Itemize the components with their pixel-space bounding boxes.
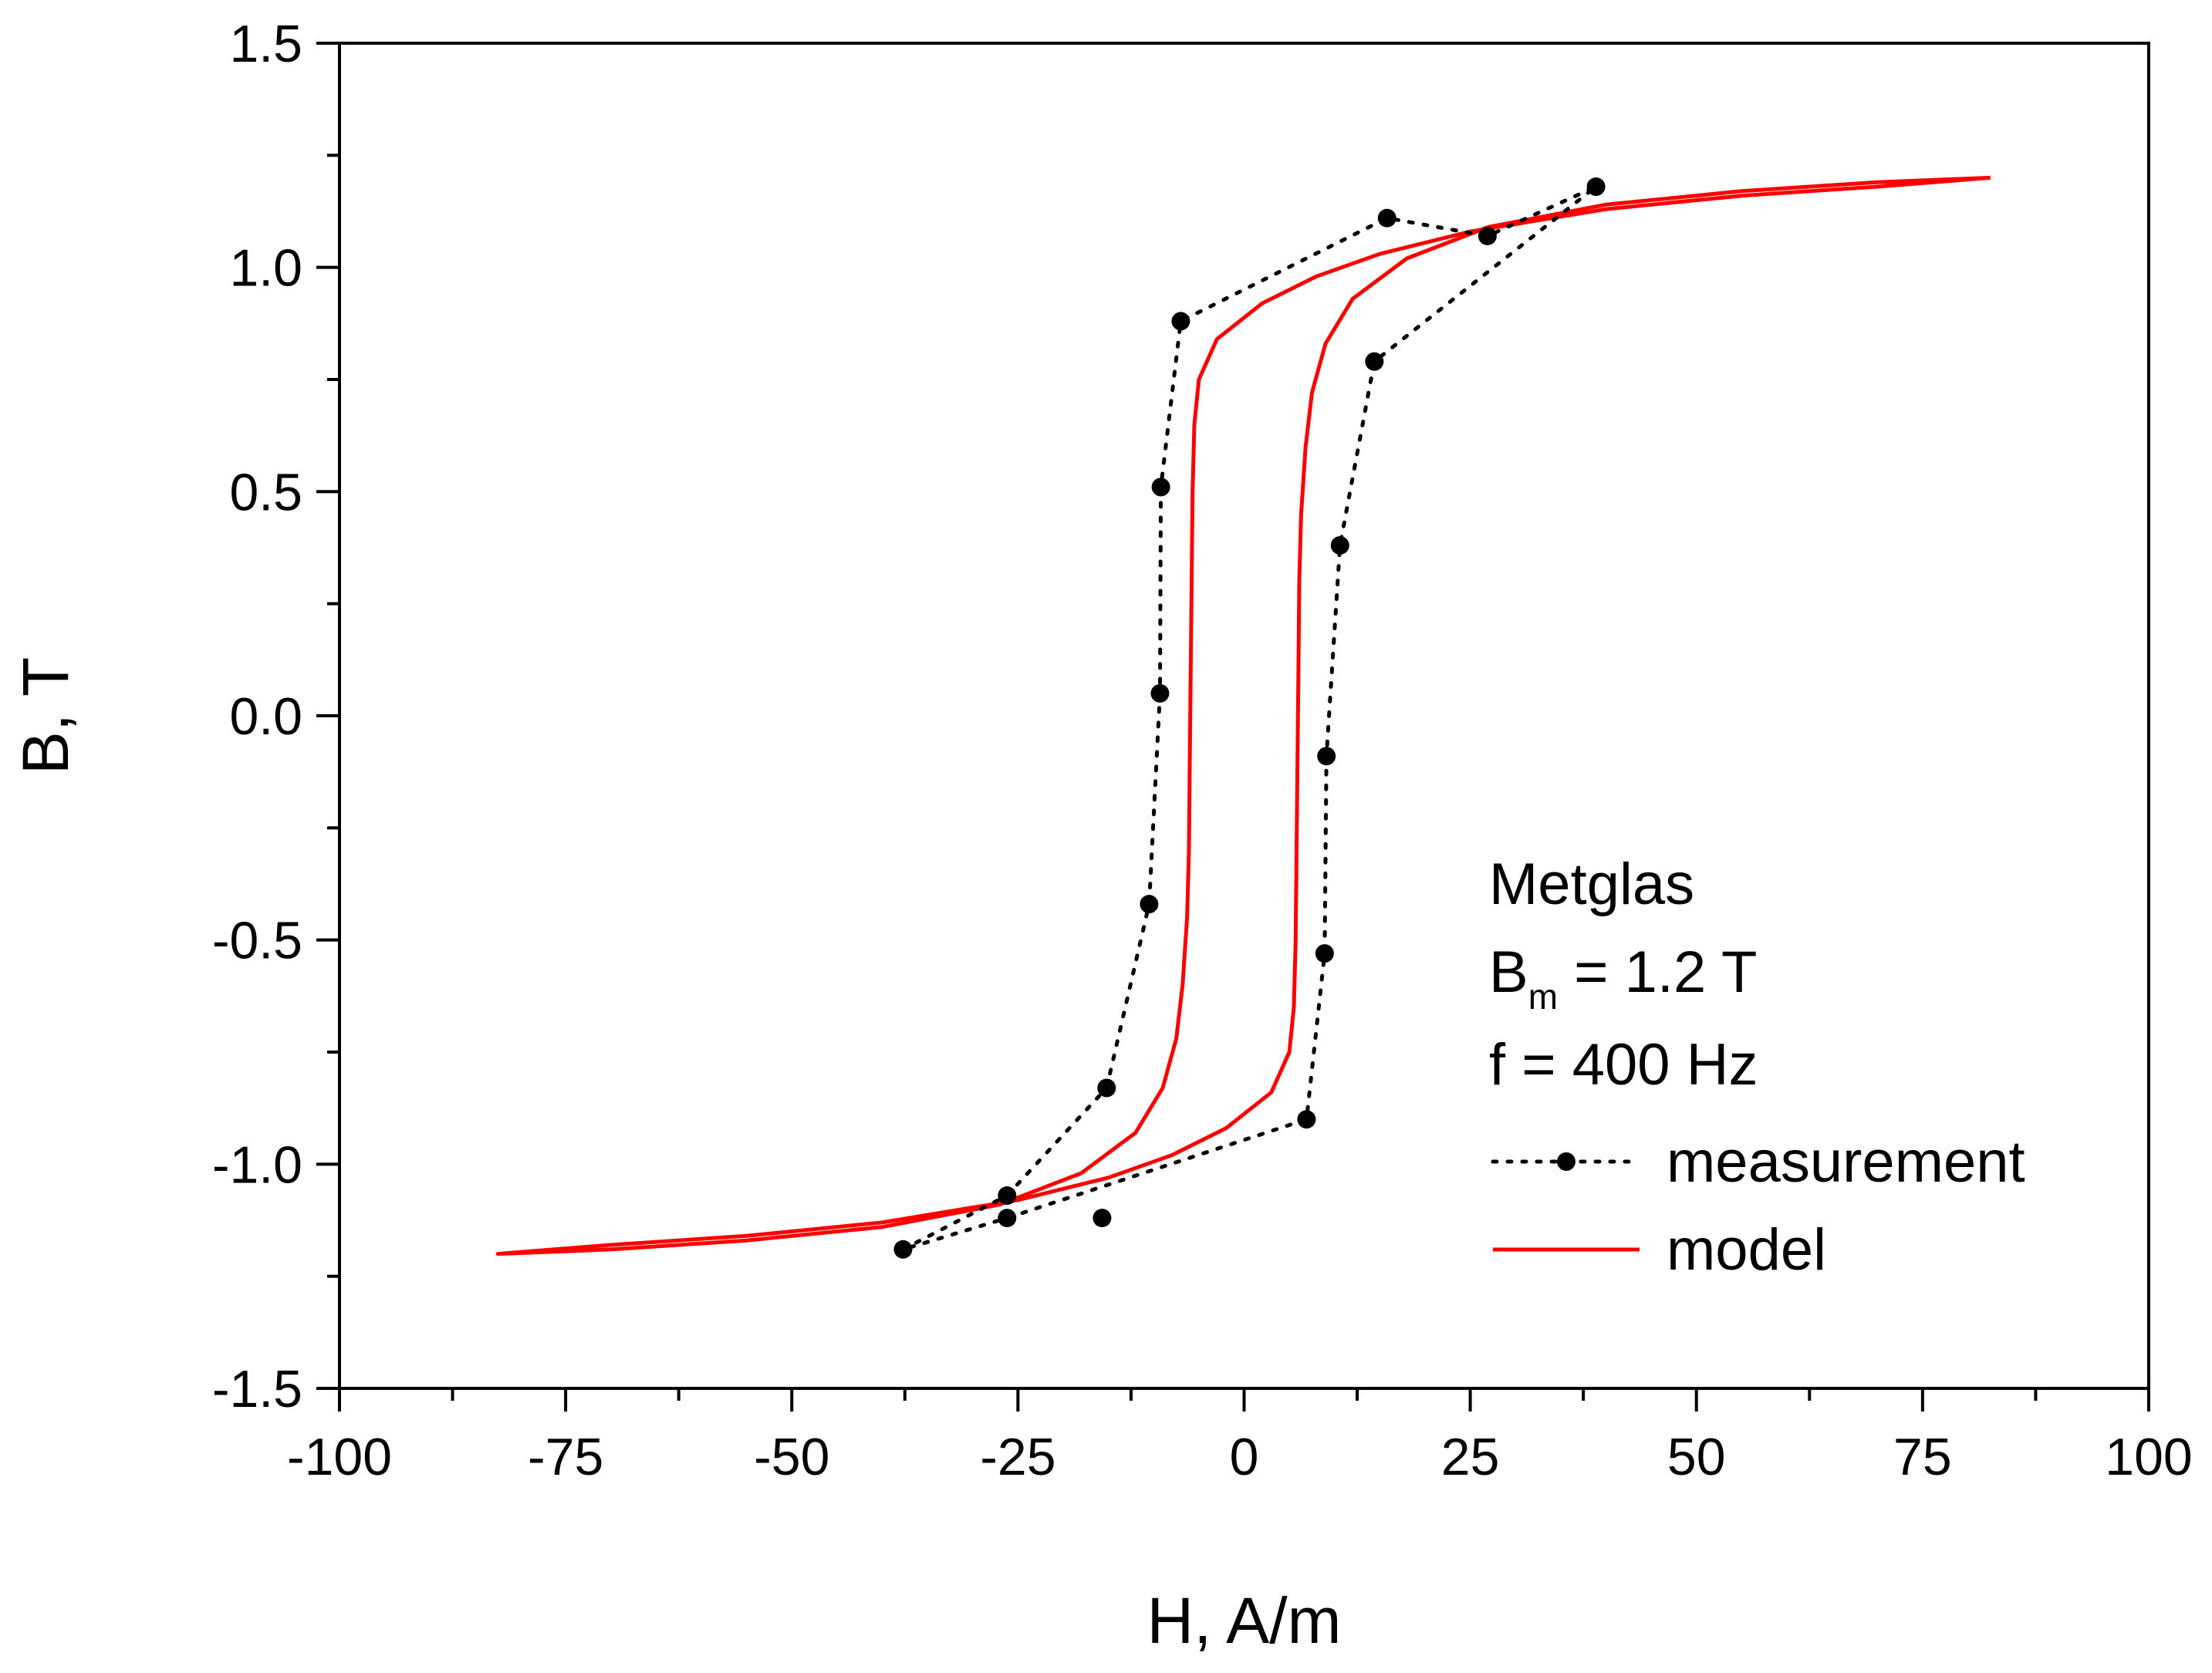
measurement-point bbox=[1092, 1209, 1112, 1228]
x-tick-label: -75 bbox=[528, 1428, 603, 1486]
annotation-bm: Bm = 1.2 T bbox=[1489, 939, 1757, 1017]
x-tick-label: 25 bbox=[1441, 1428, 1500, 1486]
measurement-point bbox=[1171, 312, 1190, 331]
y-axis-title: B, T bbox=[9, 657, 82, 775]
measurement-point bbox=[1140, 895, 1159, 914]
measurement-point bbox=[1377, 208, 1396, 228]
measurement-point bbox=[1330, 536, 1349, 555]
legend-measurement-swatch-marker bbox=[1557, 1152, 1575, 1171]
measurement-point bbox=[1150, 683, 1170, 703]
annotation-frequency: f = 400 Hz bbox=[1489, 1032, 1758, 1098]
measurement-point bbox=[998, 1209, 1017, 1228]
x-tick-label: 100 bbox=[2105, 1428, 2192, 1486]
y-tick-label: 0.0 bbox=[229, 687, 302, 746]
x-tick-label: 75 bbox=[1893, 1428, 1952, 1486]
measurement-series-line bbox=[901, 184, 1599, 1252]
y-tick-label: -1.5 bbox=[212, 1360, 302, 1418]
y-tick-label: 1.5 bbox=[229, 15, 302, 73]
x-axis-ticks: -100 -75 -50 -25 0 25 50 75 100 bbox=[287, 1388, 2193, 1486]
legend-measurement-label: measurement bbox=[1667, 1129, 2025, 1195]
measurement-point bbox=[998, 1186, 1017, 1206]
annotation-bm-symbol: B bbox=[1489, 939, 1528, 1005]
annotation-bm-value: = 1.2 T bbox=[1558, 939, 1757, 1005]
y-axis-ticks: -1.5 -1.0 -0.5 0.0 0.5 1.0 1.5 bbox=[212, 15, 339, 1418]
measurement-point bbox=[1317, 747, 1336, 766]
y-tick-label: -1.0 bbox=[212, 1135, 302, 1194]
x-tick-label: -25 bbox=[980, 1428, 1055, 1486]
y-tick-label: 0.5 bbox=[229, 463, 302, 521]
measurement-point bbox=[1365, 352, 1384, 371]
measurement-point bbox=[893, 1240, 913, 1259]
legend-model-label: model bbox=[1667, 1217, 1826, 1283]
x-tick-label: 50 bbox=[1667, 1428, 1726, 1486]
x-axis-title: H, A/m bbox=[1147, 1584, 1341, 1657]
x-tick-label: 0 bbox=[1230, 1428, 1259, 1486]
measurement-point bbox=[1586, 177, 1606, 197]
y-tick-label: -0.5 bbox=[212, 912, 302, 970]
measurement-point bbox=[1477, 226, 1497, 245]
x-tick-label: -50 bbox=[754, 1428, 829, 1486]
measurement-point bbox=[1297, 1110, 1316, 1129]
annotation-block: Metglas Bm = 1.2 T f = 400 Hz bbox=[1489, 852, 1758, 1098]
annotation-bm-subscript: m bbox=[1528, 976, 1558, 1017]
y-tick-label: 1.0 bbox=[229, 239, 302, 298]
annotation-material: Metglas bbox=[1489, 852, 1694, 917]
model-series-line bbox=[495, 175, 1991, 1256]
series-layer bbox=[495, 175, 1991, 1259]
measurement-point bbox=[1097, 1078, 1116, 1098]
measurement-point bbox=[1151, 477, 1170, 497]
legend: measurement model bbox=[1491, 1129, 2025, 1283]
measurement-point bbox=[1315, 944, 1334, 963]
x-tick-label: -100 bbox=[287, 1428, 392, 1486]
